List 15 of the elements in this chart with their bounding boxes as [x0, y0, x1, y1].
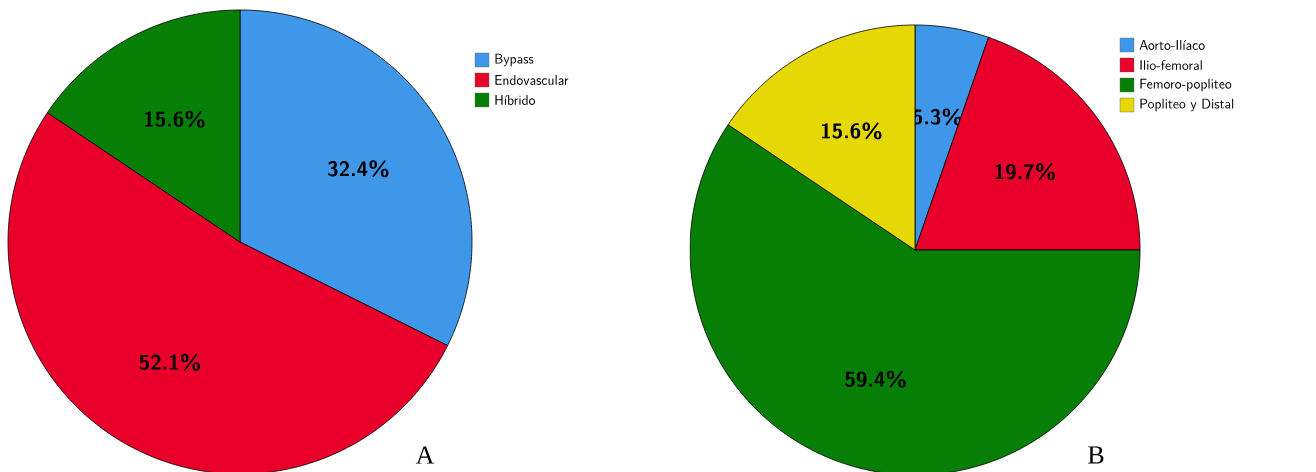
data-label: 15.6%	[821, 122, 882, 140]
legend-label: Endovascular	[495, 75, 569, 85]
text: B	[1088, 446, 1104, 464]
legend-label: Femoro-popliteo	[1140, 78, 1232, 92]
legend-label: Ilio-femoral	[1140, 59, 1202, 70]
text: A	[415, 446, 435, 464]
data-label: 52.1%	[139, 353, 201, 371]
legend-label: Popliteo y Distal	[1140, 98, 1234, 112]
legend-label: Híbrido	[495, 95, 536, 105]
legend-label: Bypass	[495, 53, 534, 67]
data-label: 15.6%	[144, 110, 205, 128]
data-label: 59.4%	[845, 370, 906, 388]
data-label: 32.4%	[328, 160, 389, 178]
legend-label: Aorto-Ilíaco	[1139, 40, 1205, 50]
data-label: 19.7%	[995, 163, 1056, 181]
